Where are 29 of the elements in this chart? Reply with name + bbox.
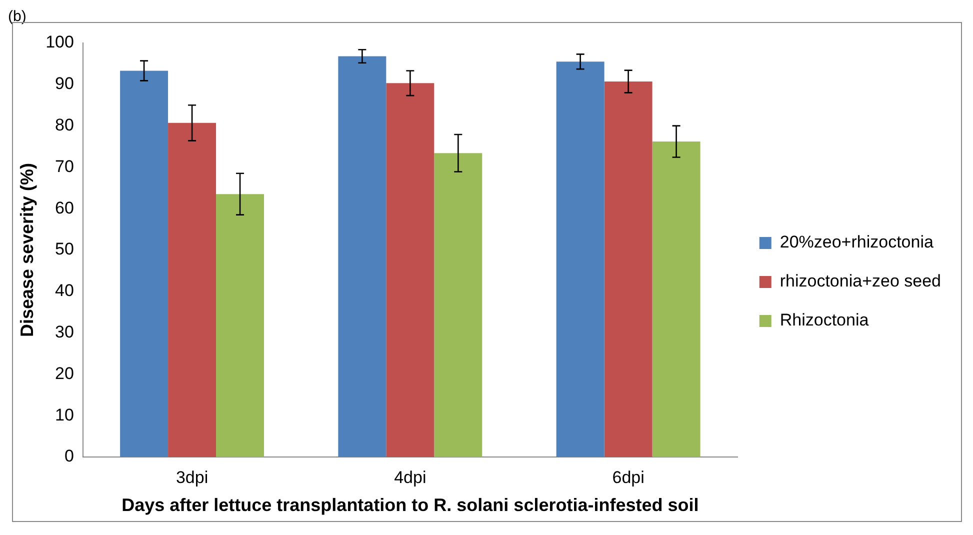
bar [434, 153, 482, 457]
legend-label: Rhizoctonia [780, 310, 870, 330]
bar [120, 70, 168, 457]
y-axis-title: Disease severity (%) [16, 162, 37, 338]
y-tick-label: 100 [46, 32, 74, 52]
bar [556, 62, 604, 457]
y-tick-label: 50 [55, 240, 74, 259]
y-tick-label: 70 [55, 156, 74, 176]
x-tick-label: 4dpi [394, 468, 426, 487]
bar [386, 83, 434, 457]
x-axis-title: Days after lettuce transplantation to R. solani sclerotia-infested soil [122, 495, 699, 516]
y-tick-label: 80 [55, 115, 74, 134]
x-tick-label: 6dpi [612, 468, 644, 487]
legend-label: rhizoctonia+zeo seed [780, 272, 942, 291]
bar [216, 194, 264, 457]
y-tick-label: 40 [55, 281, 74, 300]
y-tick-label: 0 [64, 446, 74, 466]
x-tick-label: 3dpi [176, 468, 208, 487]
y-tick-label: 90 [55, 74, 74, 94]
legend-label: 20%zeo+rhizoctonia [780, 232, 934, 252]
text: (b) [8, 8, 26, 25]
bar [652, 142, 700, 457]
bar [604, 82, 652, 457]
y-tick-label: 10 [55, 405, 74, 424]
bar [338, 56, 386, 457]
bar [168, 122, 216, 457]
y-tick-label: 30 [55, 322, 74, 342]
y-tick-label: 60 [55, 198, 74, 218]
y-tick-label: 20 [55, 364, 74, 383]
